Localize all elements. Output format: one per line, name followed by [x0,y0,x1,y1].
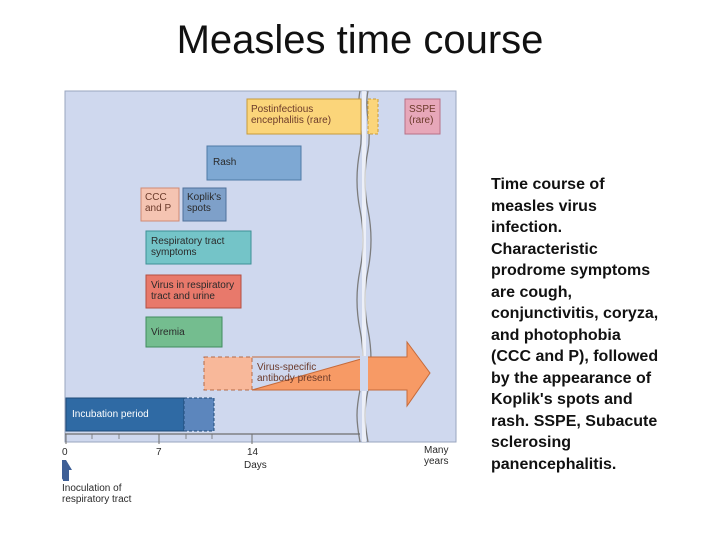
many-years-label: Many years [424,445,449,467]
caption: Time course of measles virus infection. … [491,174,691,475]
caption-line: Koplik's spots and [491,391,633,408]
diagram-graphics [62,90,457,481]
incubation-bar [65,397,185,432]
koplik-bar [182,187,227,222]
antibody-dashed-bar [203,356,253,391]
caption-line: Characteristic [491,240,598,258]
inoculation-label: Inoculation of respiratory tract [62,483,132,505]
ccc-bar [140,187,180,222]
time-break-gap [362,91,366,442]
rash-label: Rash [213,157,237,168]
incubation-label: Incubation period [72,409,149,420]
encephalitis-bar-tail [367,98,379,135]
inoculation-arrow-head [62,460,72,470]
viremia-label: Viremia [151,327,185,338]
caption-line: (CCC and P), followed [491,348,659,365]
tick-label: 0 [62,447,68,458]
encephalitis-bar [246,98,362,135]
antibody-arrow-break [360,356,368,391]
respiratory-label: Respiratory tract symptoms [151,236,225,258]
days-label: Days [244,460,267,471]
caption-line: panencephalitis. [491,455,617,473]
caption-line: measles virus [491,197,597,215]
antibody-arrow [251,340,431,408]
virus-urine-label: Virus in respiratory tract and urine [151,280,235,302]
measles-time-course-diagram: Postinfectious encephalitis (rare) SSPE … [62,90,462,515]
caption-line: and photophobia [491,326,621,344]
tick-label: 14 [247,447,259,458]
viremia-bar [145,316,223,348]
ccc-label: CCC and P [145,192,172,214]
caption-line: by the appearance of [491,369,652,387]
caption-line: infection. [491,219,563,236]
caption-line: are cough, [491,283,572,301]
virus-urine-bar [145,274,242,309]
caption-line: Time course of [491,176,605,193]
antibody-label: Virus-specific antibody present [257,362,331,384]
caption-line: rash. SSPE, Subacute [491,412,658,430]
inoculation-arrow-shaft [63,469,69,481]
caption-line: prodrome symptoms [491,262,651,279]
encephalitis-label: Postinfectious encephalitis (rare) [251,104,332,126]
sspe-bar [404,98,441,135]
koplik-label: Koplik's spots [187,192,222,214]
tick-label: 7 [156,447,162,458]
caption-line: sclerosing [491,434,572,451]
incubation-dashed-end [183,397,215,432]
caption-line: conjunctivitis, coryza, [491,305,659,322]
rash-bar [206,145,302,181]
slide-title: Measles time course [176,18,544,62]
sspe-label: SSPE (rare) [409,104,436,126]
respiratory-bar [145,230,252,265]
